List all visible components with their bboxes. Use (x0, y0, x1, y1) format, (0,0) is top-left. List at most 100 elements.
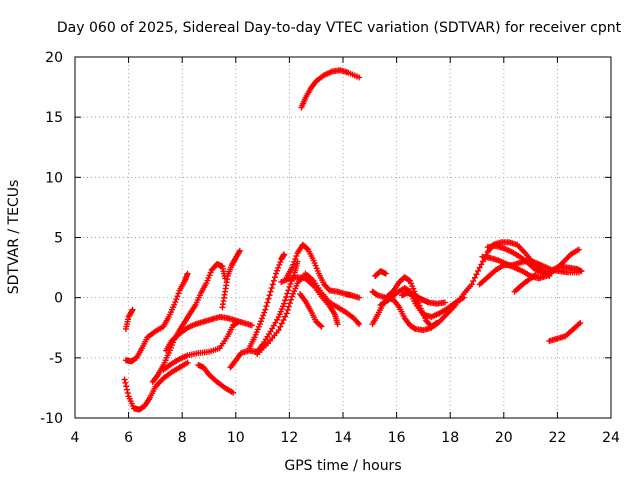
data-point (261, 309, 268, 316)
series-arc-s (398, 289, 448, 307)
data-point (266, 292, 273, 299)
data-point (268, 285, 275, 292)
data-point (256, 321, 263, 328)
data-point (236, 247, 243, 254)
data-point (460, 294, 467, 301)
data-point (280, 317, 287, 324)
data-point (575, 246, 582, 253)
y-tick-label: 10 (45, 170, 63, 186)
data-point (286, 300, 293, 307)
data-point (260, 312, 267, 319)
series-arc-c (122, 306, 136, 332)
data-point (318, 323, 325, 330)
y-tick-label: 20 (45, 50, 63, 66)
series-arc-m (278, 274, 341, 328)
series-arc-w (511, 271, 539, 295)
data-point (334, 321, 341, 328)
data-point (304, 245, 311, 252)
y-axis-label: SDTVAR / TECUs (6, 180, 22, 295)
data-point (291, 258, 298, 265)
data-point (473, 271, 480, 278)
data-point (290, 261, 297, 268)
data-point (278, 320, 285, 327)
y-tick-label: -5 (49, 351, 63, 367)
data-point (277, 259, 284, 266)
series-arc-k (254, 270, 363, 358)
data-point (276, 261, 283, 268)
series-arc-d (149, 260, 229, 385)
data-point (277, 323, 284, 330)
data-point (174, 293, 181, 300)
series-arc-x (546, 319, 584, 344)
data-point (184, 359, 191, 366)
x-tick-label: 8 (178, 430, 187, 446)
data-point (285, 287, 292, 294)
data-point (405, 277, 412, 284)
series-arc-a (121, 359, 191, 413)
data-point (382, 270, 389, 277)
data-point (123, 383, 130, 390)
data-point (470, 278, 477, 285)
data-point (281, 251, 288, 258)
data-point (286, 283, 293, 290)
data-point (356, 321, 363, 328)
series-arc-f (195, 362, 237, 396)
data-series-layer (121, 67, 585, 413)
y-tick-label: 0 (54, 291, 63, 307)
data-point (355, 319, 362, 326)
data-point (578, 268, 585, 275)
x-tick-label: 24 (602, 430, 620, 446)
data-point (284, 306, 291, 313)
series-arc-g (163, 313, 255, 354)
data-point (123, 386, 130, 393)
data-point (289, 264, 296, 271)
data-point (270, 277, 277, 284)
data-point (121, 376, 128, 383)
data-point (356, 74, 363, 81)
x-tick-label: 20 (495, 430, 513, 446)
data-point (124, 389, 131, 396)
series-arc-j (246, 251, 288, 352)
series-arc-high (298, 67, 363, 111)
data-point (267, 288, 274, 295)
series-arc-l (283, 241, 363, 301)
data-point (275, 264, 282, 271)
data-point (282, 297, 289, 304)
data-point (172, 298, 179, 305)
data-point (441, 299, 448, 306)
data-point (478, 261, 485, 268)
data-point (287, 280, 294, 287)
data-point (171, 301, 178, 308)
y-tick-label: -10 (40, 411, 63, 427)
data-point (476, 264, 483, 271)
x-tick-label: 18 (441, 430, 459, 446)
data-point (284, 290, 291, 297)
data-point (257, 318, 264, 325)
chart-title: Day 060 of 2025, Sidereal Day-to-day VTE… (57, 20, 622, 36)
data-point (285, 303, 292, 310)
data-point (230, 389, 237, 396)
series-arc-b (122, 270, 191, 365)
grid-lines (75, 57, 611, 418)
data-point (532, 271, 539, 278)
x-tick-label: 14 (334, 430, 352, 446)
data-point (293, 253, 300, 260)
series-arc-o (372, 268, 389, 280)
data-point (263, 303, 270, 310)
x-tick-label: 6 (124, 430, 133, 446)
axes: 4 6 8 10 12 14 16 18 20 22 24 -10 -5 0 5 10 15 20 (40, 50, 620, 446)
data-point (273, 270, 279, 277)
y-tick-label: 15 (45, 110, 63, 126)
x-tick-label: 16 (388, 430, 406, 446)
data-point (274, 267, 281, 274)
data-point (292, 255, 299, 262)
y-tick-label: 5 (54, 231, 63, 247)
x-tick-label: 10 (227, 430, 245, 446)
data-point (275, 327, 282, 334)
data-point (317, 322, 324, 329)
x-tick-label: 4 (71, 430, 80, 446)
data-point (173, 296, 180, 303)
x-tick-label: 22 (548, 430, 566, 446)
data-point (475, 267, 482, 274)
